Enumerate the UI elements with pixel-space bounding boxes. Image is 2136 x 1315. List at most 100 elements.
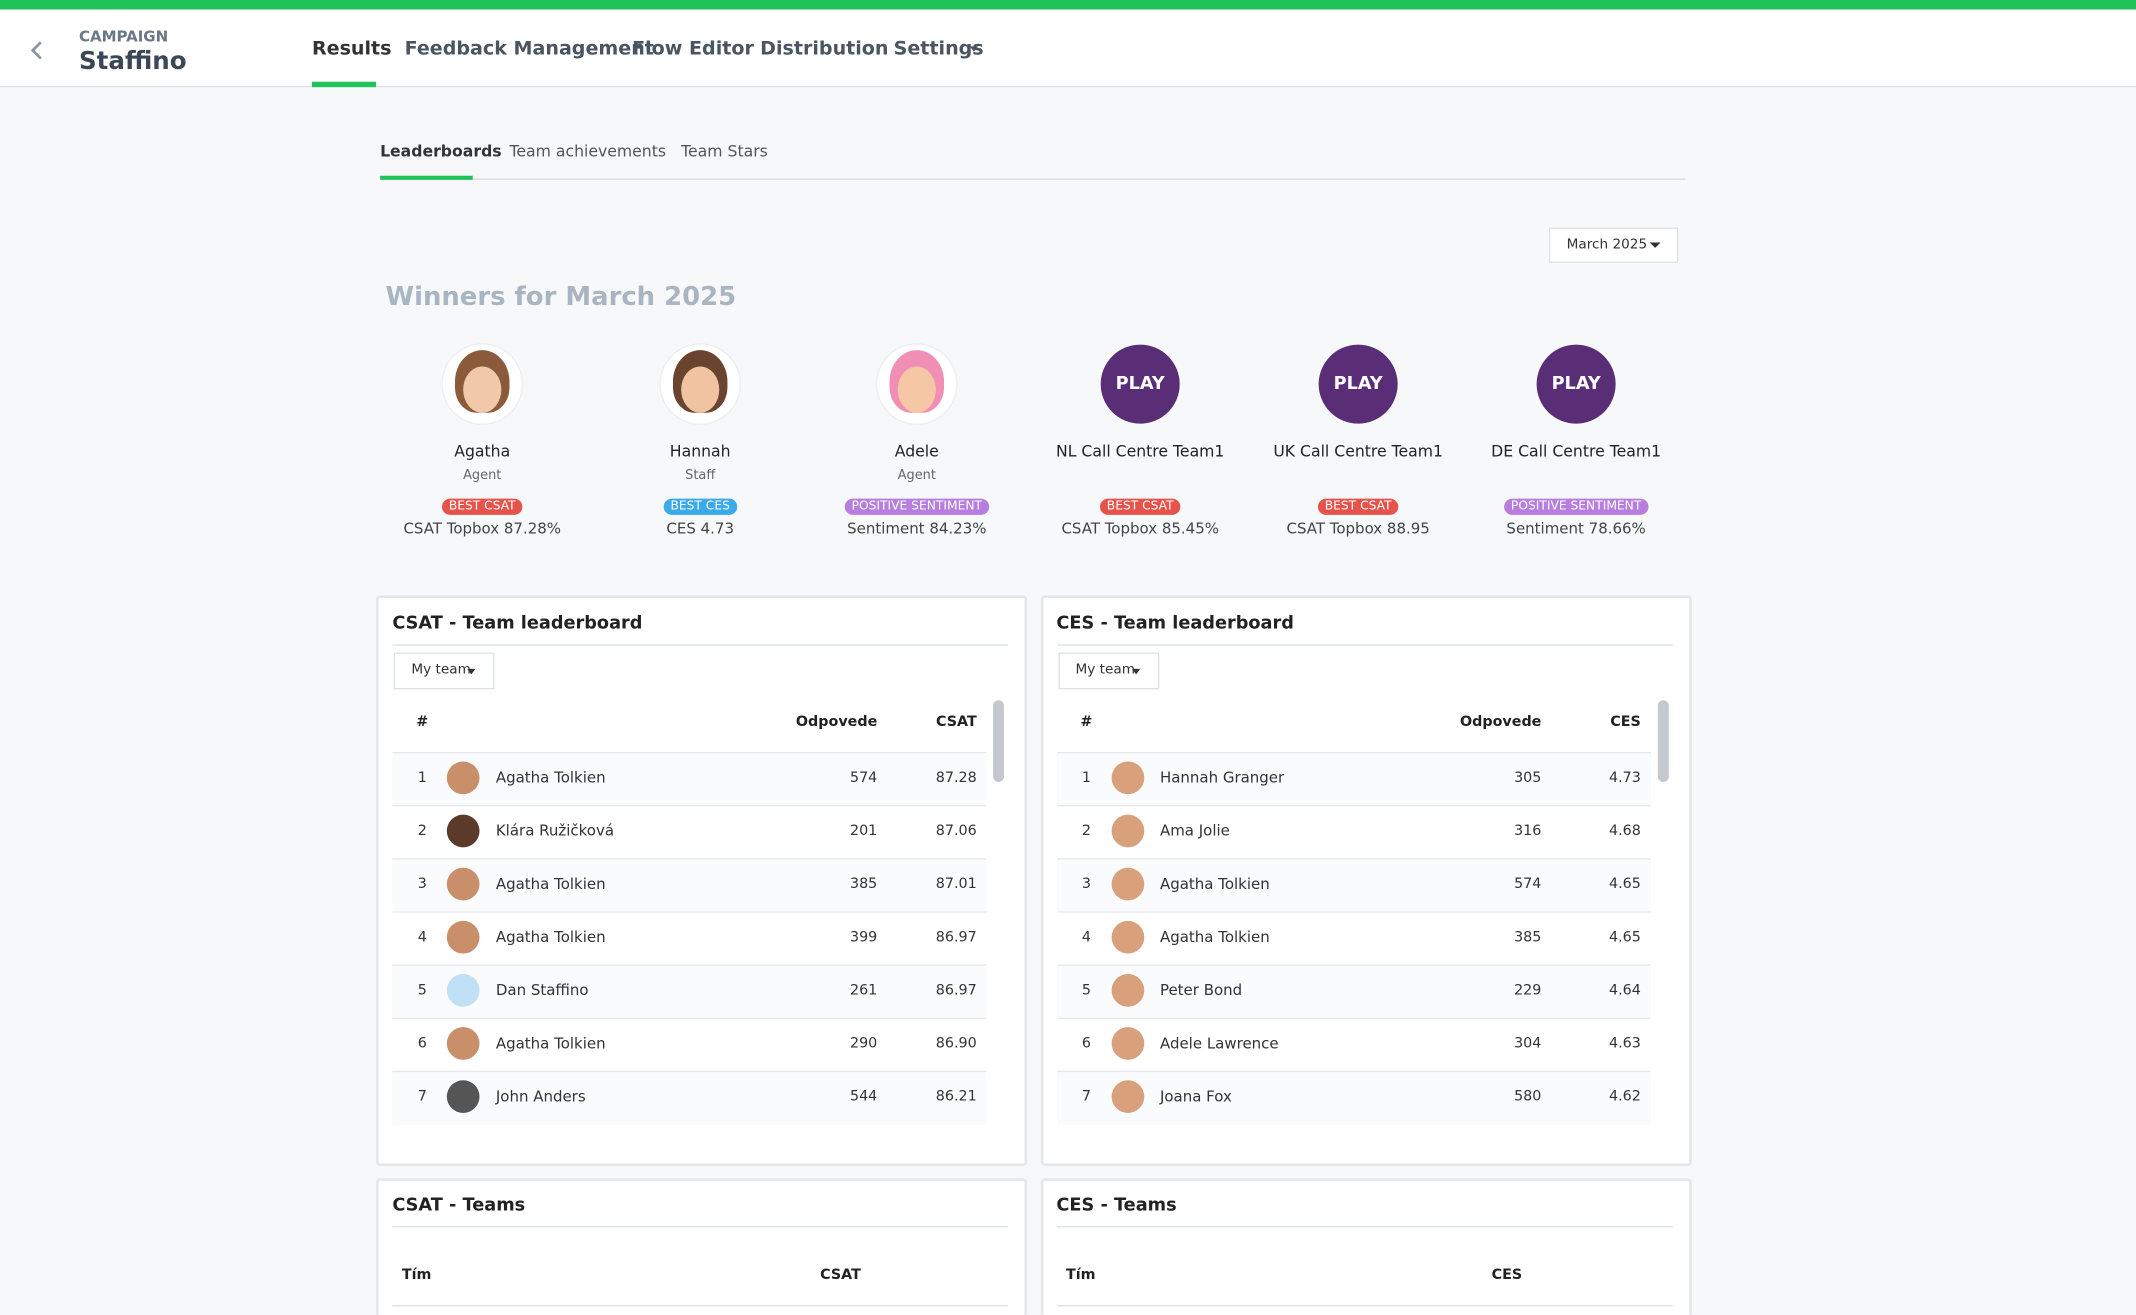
teams-panel <box>1040 1178 1692 1315</box>
period-label: March 2025 <box>1566 237 1648 253</box>
avatar-face <box>463 366 502 413</box>
row <box>392 858 987 913</box>
campaign-title: Staffino <box>79 46 187 76</box>
nav-tab[interactable]: Settings <box>893 38 984 60</box>
winner-metric: Sentiment 84.23% <box>847 519 987 538</box>
row <box>392 1017 987 1073</box>
team-logo <box>1318 344 1398 424</box>
rank: 7 <box>1081 1088 1091 1105</box>
winner-badge: BEST CSAT <box>1099 498 1181 515</box>
person-name: Adele Lawrence <box>1159 1034 1279 1053</box>
responses: 580 <box>1514 1088 1542 1105</box>
winner-name: NL Call Centre Team1 <box>1056 441 1225 461</box>
filter-select[interactable] <box>1057 652 1159 690</box>
winner-badge: POSITIVE SENTIMENT <box>1504 498 1649 515</box>
winner-badge: BEST CSAT <box>442 498 523 515</box>
rank: 3 <box>417 875 427 893</box>
person-name: Ama Jolie <box>1159 822 1230 840</box>
rank: 4 <box>417 929 427 946</box>
responses: 304 <box>1514 1035 1542 1052</box>
person-name: Klára Ružičková <box>495 822 615 840</box>
logo-text: PLAY <box>1115 373 1165 395</box>
team-logo <box>1536 344 1616 424</box>
responses: 574 <box>849 769 878 787</box>
col-header: CSAT <box>935 713 977 731</box>
score: 86.21 <box>935 1088 977 1105</box>
subtab[interactable]: Leaderboards <box>380 141 502 161</box>
caret <box>1649 242 1661 248</box>
subtab-line <box>380 178 1686 180</box>
divider <box>1056 1305 1673 1307</box>
row-avatar <box>1110 974 1144 1007</box>
col-header: Tím <box>1065 1266 1096 1284</box>
score: 4.65 <box>1608 875 1641 893</box>
panel-title: CES - Teams <box>1056 1195 1177 1216</box>
filter-label: My team <box>1075 662 1135 678</box>
rank: 6 <box>1081 1035 1091 1052</box>
row-avatar <box>446 1027 480 1060</box>
top-bar <box>0 0 2136 10</box>
col-header: CES <box>1610 713 1641 731</box>
row-avatar <box>1110 761 1144 795</box>
subtab[interactable]: Team Stars <box>681 141 768 161</box>
winner-badge: POSITIVE SENTIMENT <box>844 498 989 515</box>
row <box>392 805 987 860</box>
filter-select[interactable] <box>393 652 495 690</box>
row <box>392 751 987 807</box>
nav-tab[interactable]: Distribution <box>760 38 889 60</box>
winner-name: Adele <box>894 441 939 461</box>
score: 87.06 <box>935 822 977 840</box>
responses: 574 <box>1514 875 1542 893</box>
panel-title: CSAT - Team leaderboard <box>392 613 643 635</box>
winner-name: Hannah <box>669 441 731 461</box>
row <box>392 964 987 1019</box>
row-avatar <box>1110 1080 1144 1113</box>
score: 4.68 <box>1608 822 1641 840</box>
winner-name: UK Call Centre Team1 <box>1273 441 1444 461</box>
responses: 290 <box>849 1035 878 1052</box>
subtab[interactable]: Team achievements <box>509 141 667 161</box>
caret <box>467 668 476 675</box>
rank: 2 <box>417 822 427 840</box>
score: 87.01 <box>935 875 977 893</box>
col-header: Tím <box>401 1266 432 1284</box>
divider <box>1056 1226 1673 1228</box>
row-avatar <box>1110 814 1144 848</box>
winner-metric: Sentiment 78.66% <box>1506 519 1646 538</box>
winner-role: Agent <box>463 467 502 483</box>
row-avatar <box>1110 920 1144 954</box>
score: 4.62 <box>1608 1088 1641 1105</box>
score: 86.90 <box>935 1035 977 1052</box>
row-avatar <box>446 867 480 901</box>
col-header: # <box>1080 713 1093 731</box>
person-name: Peter Bond <box>1159 981 1243 1000</box>
caret <box>1131 668 1140 675</box>
rank: 6 <box>417 1035 427 1052</box>
responses: 385 <box>1514 929 1542 946</box>
row-avatar <box>446 1080 480 1113</box>
score: 86.97 <box>935 929 977 946</box>
row-avatar <box>446 761 480 795</box>
nav-tab[interactable]: Results <box>311 38 392 60</box>
score: 4.64 <box>1608 982 1641 999</box>
responses: 399 <box>849 929 878 946</box>
rank: 7 <box>417 1088 427 1105</box>
row-avatar <box>446 814 480 848</box>
divider <box>392 1226 1009 1228</box>
person-name: Agatha Tolkien <box>495 1034 606 1053</box>
col-header: CES <box>1491 1266 1523 1284</box>
winner-role: Agent <box>897 467 936 483</box>
rank: 4 <box>1081 929 1091 946</box>
nav-tab[interactable]: Flow Editor <box>632 38 754 60</box>
winner-name: Agatha <box>454 441 511 461</box>
back-button[interactable] <box>27 40 46 62</box>
rank: 5 <box>417 982 427 999</box>
nav-tab[interactable]: Feedback Management <box>404 38 654 60</box>
logo-text: PLAY <box>1333 373 1383 395</box>
responses: 229 <box>1514 982 1542 999</box>
winner-metric: CSAT Topbox 85.45% <box>1061 519 1219 538</box>
winner-metric: CSAT Topbox 88.95 <box>1286 519 1430 538</box>
winner-role: Staff <box>685 467 716 483</box>
rank: 3 <box>1081 875 1091 893</box>
person-name: Dan Staffino <box>495 981 589 1000</box>
